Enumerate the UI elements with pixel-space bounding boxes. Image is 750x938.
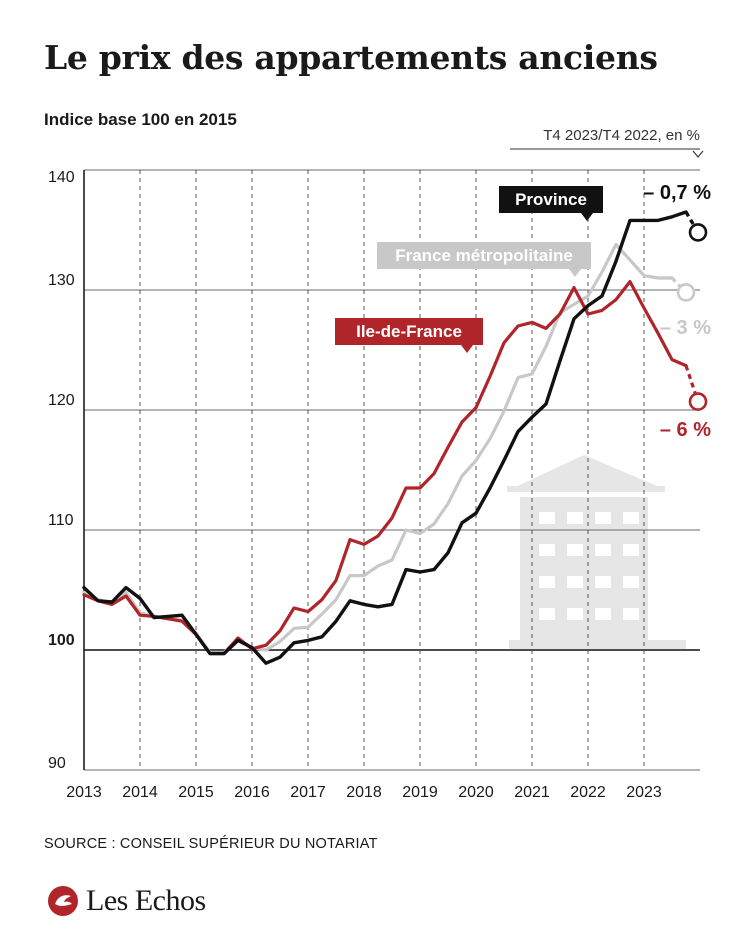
y-tick-label: 100 (48, 632, 75, 649)
les-echos-logo-icon (48, 886, 78, 916)
series-label-france: France métropolitaine (395, 246, 573, 265)
y-tick-label: 140 (48, 169, 75, 186)
series-line-province (82, 210, 688, 665)
chart-subtitle: Indice base 100 en 2015 (44, 110, 237, 129)
series-end-marker-idf (688, 392, 708, 411)
x-tick-label: 2016 (234, 784, 270, 801)
series-change-province: – 0,7 % (643, 182, 711, 204)
y-tick-label: 130 (48, 272, 75, 289)
page-title: Le prix des appartements anciens (44, 38, 658, 77)
source-note: SOURCE : CONSEIL SUPÉRIEUR DU NOTARIAT (44, 836, 378, 852)
x-tick-label: 2015 (178, 784, 214, 801)
series-change-idf: – 6 % (660, 419, 711, 441)
series-label-pointer-idf (461, 345, 473, 353)
series-end-marker-province (688, 223, 708, 242)
series-label-pointer-province (581, 213, 593, 221)
right-header-chevron-icon (692, 150, 704, 158)
x-tick-label: 2013 (66, 784, 102, 801)
brand-name: Les Echos (86, 884, 206, 917)
x-tick-label: 2017 (290, 784, 326, 801)
series-label-box-idf (335, 318, 483, 345)
x-tick-label: 2019 (402, 784, 438, 801)
right-header: T4 2023/T4 2022, en % (543, 127, 700, 144)
x-tick-label: 2023 (626, 784, 662, 801)
series-label-box-province (499, 186, 603, 213)
series-label-box-france (377, 242, 591, 269)
series-end-marker-france (676, 283, 696, 302)
series-change-france: – 3 % (660, 317, 711, 339)
series-label-idf: Ile-de-France (356, 322, 462, 341)
x-tick-label: 2020 (458, 784, 494, 801)
x-tick-label: 2021 (514, 784, 550, 801)
x-tick-label: 2022 (570, 784, 606, 801)
y-tick-label: 110 (48, 512, 74, 529)
x-tick-label: 2018 (346, 784, 382, 801)
series-label-pointer-france (569, 269, 581, 277)
series-dash-france (670, 276, 688, 294)
brand: Les Echos (48, 884, 206, 918)
building-windows (539, 512, 639, 620)
x-tick-label: 2014 (122, 784, 158, 801)
y-tick-label: 120 (48, 392, 75, 409)
series-label-province: Province (515, 190, 587, 209)
y-tick-label: 90 (48, 755, 66, 772)
